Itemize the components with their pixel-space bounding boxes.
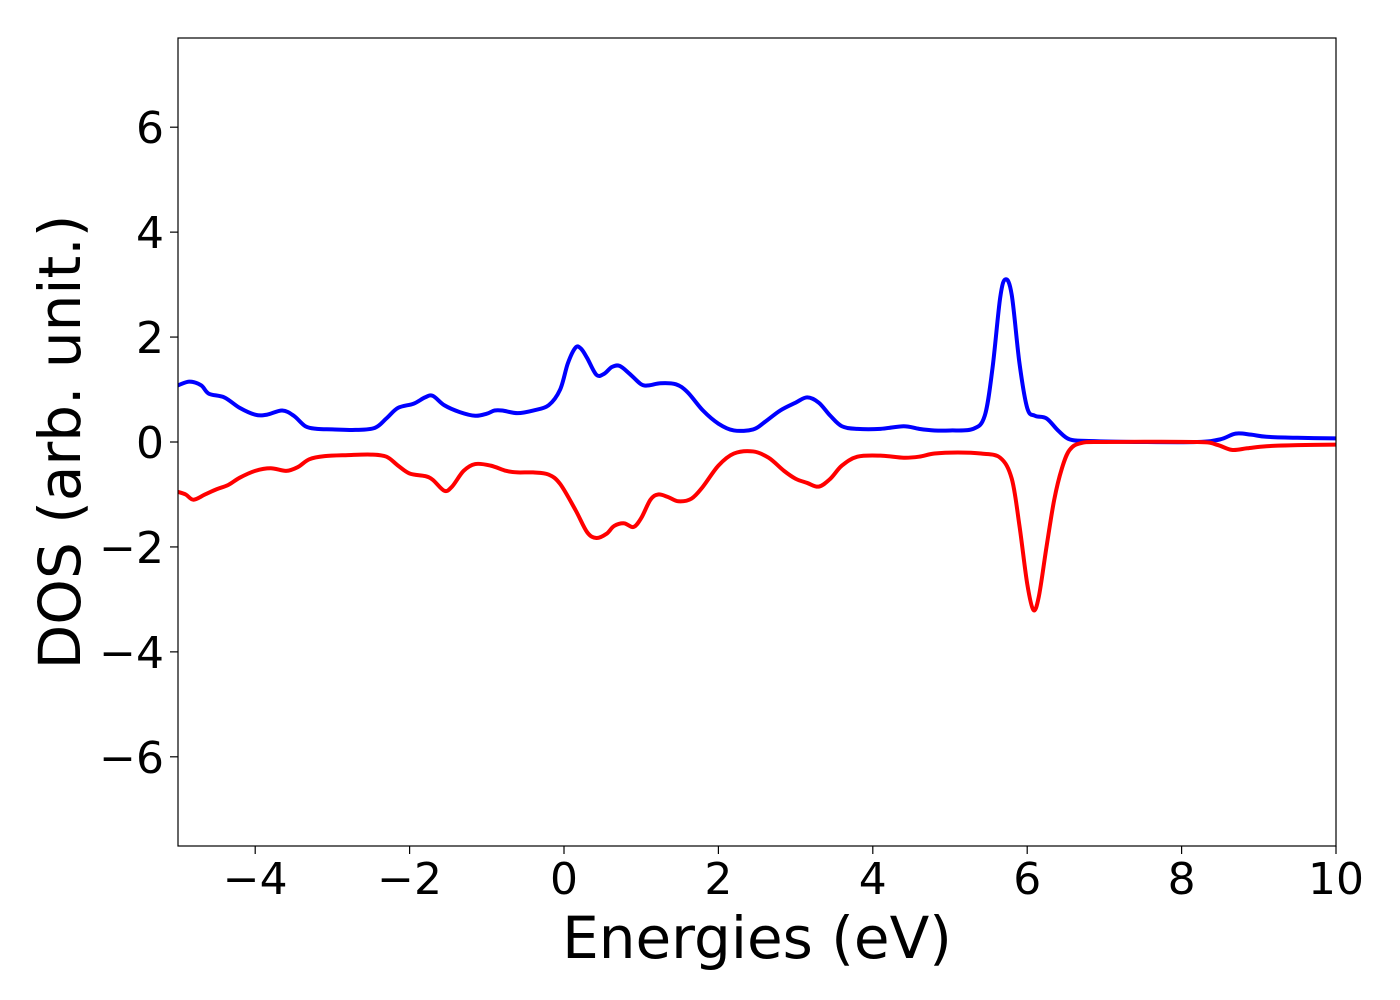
x-tick-label: 6 bbox=[1013, 854, 1041, 905]
y-axis-title: DOS (arb. unit.) bbox=[26, 215, 94, 670]
y-tick-label: 2 bbox=[136, 313, 164, 364]
x-tick-label: 0 bbox=[550, 854, 578, 905]
y-tick-label: −4 bbox=[99, 628, 164, 679]
dos-spin-down-line bbox=[178, 439, 1336, 613]
x-tick-label: 4 bbox=[859, 854, 887, 905]
x-tick-label: −2 bbox=[377, 854, 442, 905]
y-axis: −6 −4 −2 0 2 4 6 bbox=[99, 103, 178, 784]
x-tick-label: 8 bbox=[1168, 854, 1196, 905]
x-axis-title: Energies (eV) bbox=[562, 904, 952, 972]
x-tick-label: −4 bbox=[223, 854, 288, 905]
x-tick-label: 2 bbox=[704, 854, 732, 905]
x-tick-label: 10 bbox=[1308, 854, 1364, 905]
dos-spin-up-line bbox=[178, 277, 1336, 445]
plot-lines bbox=[178, 277, 1336, 613]
y-tick-label: 0 bbox=[136, 418, 164, 469]
y-tick-label: 4 bbox=[136, 208, 164, 259]
x-axis: −4 −2 0 2 4 6 8 10 bbox=[223, 846, 1364, 905]
y-tick-label: 6 bbox=[136, 103, 164, 154]
plot-frame bbox=[177, 37, 1337, 847]
y-tick-label: −6 bbox=[99, 733, 164, 784]
y-tick-label: −2 bbox=[99, 523, 164, 574]
